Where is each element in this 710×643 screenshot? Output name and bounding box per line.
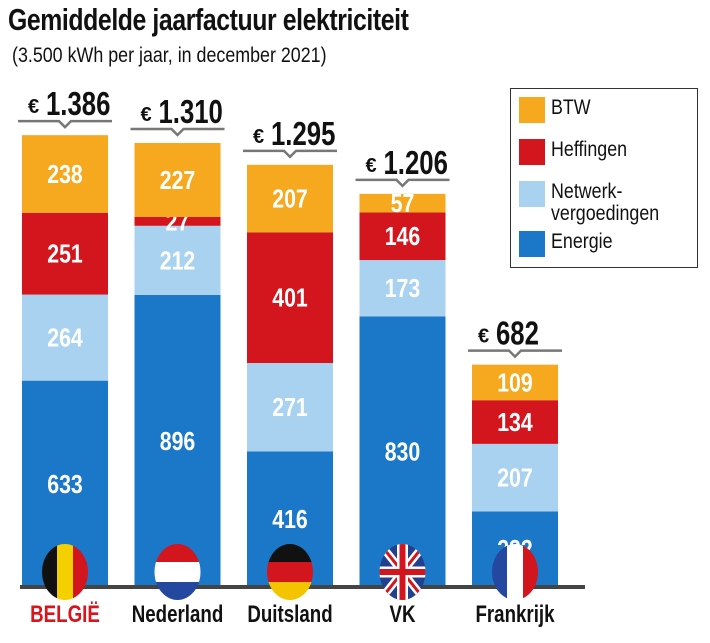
total-label: 1.295 — [271, 116, 335, 153]
legend-swatch — [519, 97, 545, 123]
segment-value-label: 238 — [47, 160, 83, 190]
bar-segment-energie — [359, 316, 446, 587]
category-label: BELGIË — [30, 601, 100, 628]
currency-symbol: € — [141, 104, 152, 126]
bar-segment-heffingen — [359, 212, 446, 261]
flag-stripe — [267, 544, 313, 562]
chart-title: Gemiddelde jaarfactuur elektriciteit — [8, 2, 409, 37]
segment-value-label: 264 — [47, 324, 83, 354]
total-label: 1.386 — [46, 86, 110, 123]
chart-subtitle: (3.500 kWh per jaar, in december 2021) — [12, 44, 327, 67]
segment-value-label: 212 — [160, 246, 196, 276]
segment-value-label: 134 — [497, 408, 533, 438]
segment-value-label: 271 — [272, 393, 308, 423]
total-brace — [18, 119, 112, 129]
legend-label: BTW — [551, 96, 591, 119]
segment-value-label: 830 — [385, 438, 421, 468]
bar-segment-heffingen — [247, 232, 333, 364]
legend-item: BTW — [519, 97, 598, 123]
category-label: VK — [390, 601, 416, 628]
flag-stripe — [42, 544, 57, 600]
segment-value-label: 416 — [272, 505, 308, 535]
flag-france-icon — [492, 544, 538, 600]
segment-value-label: 251 — [47, 240, 83, 270]
legend-label: Netwerk- vergoedingen — [551, 180, 660, 225]
flag-stripe — [507, 544, 523, 600]
flag-stripe — [154, 582, 201, 600]
total-label: 1.206 — [384, 145, 448, 182]
flag-stripe — [267, 582, 313, 600]
currency-symbol: € — [478, 326, 489, 348]
category-label: Nederland — [132, 601, 224, 628]
legend-swatch — [519, 181, 545, 207]
total-brace — [468, 349, 562, 359]
flag-germany-icon — [267, 544, 313, 600]
bar-segment-btw — [359, 193, 446, 213]
bar-segment-netwerkvergoedingen — [359, 260, 446, 317]
total-brace — [130, 127, 225, 137]
currency-symbol: € — [366, 155, 377, 177]
total-label: 1.310 — [158, 94, 222, 131]
bar-segment-heffingen — [134, 216, 221, 226]
flag-netherlands-icon — [154, 544, 201, 600]
total-label: 682 — [496, 316, 539, 353]
segment-value-label: 207 — [497, 464, 533, 494]
legend-swatch — [519, 231, 545, 257]
segment-value-label: 401 — [272, 284, 308, 314]
flag-uk-icon — [379, 544, 426, 600]
flag-stripe — [57, 544, 73, 600]
bar-segment-netwerkvergoedingen — [472, 443, 558, 512]
currency-symbol: € — [253, 126, 264, 148]
flag-stripe — [154, 562, 201, 582]
bar-segment-btw — [22, 135, 108, 213]
bar-segment-netwerkvergoedingen — [247, 363, 333, 452]
segment-value-label: 633 — [47, 470, 83, 500]
legend-swatch — [519, 139, 545, 165]
flag-stripe — [267, 562, 313, 582]
flag-stripe — [492, 544, 507, 600]
legend-label: Energie — [551, 230, 613, 253]
bar-segment-energie — [134, 294, 221, 587]
flag-stripe — [154, 544, 201, 562]
category-label: Duitsland — [247, 601, 332, 628]
bar-segment-netwerkvergoedingen — [22, 294, 108, 381]
category-label: Frankrijk — [475, 601, 554, 628]
segment-value-label: 207 — [272, 185, 308, 215]
segment-value-label: 896 — [160, 427, 196, 457]
flag-stripe — [73, 544, 88, 600]
segment-value-label: 173 — [385, 274, 421, 304]
legend-item: Heffingen — [519, 139, 641, 165]
segment-value-label: 57 — [391, 189, 415, 219]
legend-item: Netwerk- vergoedingen — [519, 181, 678, 225]
total-brace — [243, 149, 337, 159]
bar-segment-netwerkvergoedingen — [134, 225, 221, 295]
legend-label: Heffingen — [551, 138, 628, 161]
bar-segment-btw — [247, 164, 333, 233]
bar-segment-heffingen — [22, 212, 108, 295]
total-brace — [355, 178, 450, 188]
bar-segment-heffingen — [472, 400, 558, 444]
flag-belgium-icon — [42, 544, 88, 600]
legend-item: Energie — [519, 231, 623, 257]
bar-segment-btw — [472, 364, 558, 401]
legend: BTW Heffingen Netwerk- vergoedingen Energie — [510, 88, 698, 268]
segment-value-label: 109 — [497, 368, 533, 398]
bar-segment-btw — [134, 142, 221, 217]
flag-cross-red — [379, 544, 426, 600]
flag-stripe — [523, 544, 538, 600]
segment-value-label: 146 — [385, 222, 421, 252]
segment-value-label: 227 — [160, 166, 196, 196]
currency-symbol: € — [28, 96, 39, 118]
